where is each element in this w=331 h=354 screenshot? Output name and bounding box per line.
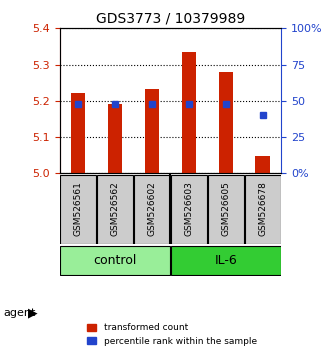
Bar [108,104,122,173]
Text: IL-6: IL-6 [214,253,237,267]
Legend: transformed count, percentile rank within the sample: transformed count, percentile rank withi… [84,320,260,349]
Title: GDS3773 / 10379989: GDS3773 / 10379989 [96,12,245,26]
Text: GSM526562: GSM526562 [111,181,119,236]
Bar [181,52,196,173]
Bar [145,89,160,173]
Text: GSM526605: GSM526605 [221,181,230,236]
Bar [218,73,233,173]
Text: GSM526602: GSM526602 [148,181,157,236]
FancyBboxPatch shape [171,246,281,274]
Text: GSM526678: GSM526678 [259,181,267,236]
FancyBboxPatch shape [97,175,133,244]
Bar [71,93,85,173]
FancyBboxPatch shape [171,175,207,244]
FancyBboxPatch shape [245,175,281,244]
Text: ▶: ▶ [28,307,38,320]
Bar [256,156,270,173]
Text: control: control [93,253,137,267]
FancyBboxPatch shape [60,246,170,274]
FancyBboxPatch shape [208,175,244,244]
FancyBboxPatch shape [134,175,170,244]
Text: GSM526603: GSM526603 [184,181,193,236]
FancyBboxPatch shape [60,175,96,244]
Text: agent: agent [3,308,36,318]
Text: GSM526561: GSM526561 [73,181,82,236]
